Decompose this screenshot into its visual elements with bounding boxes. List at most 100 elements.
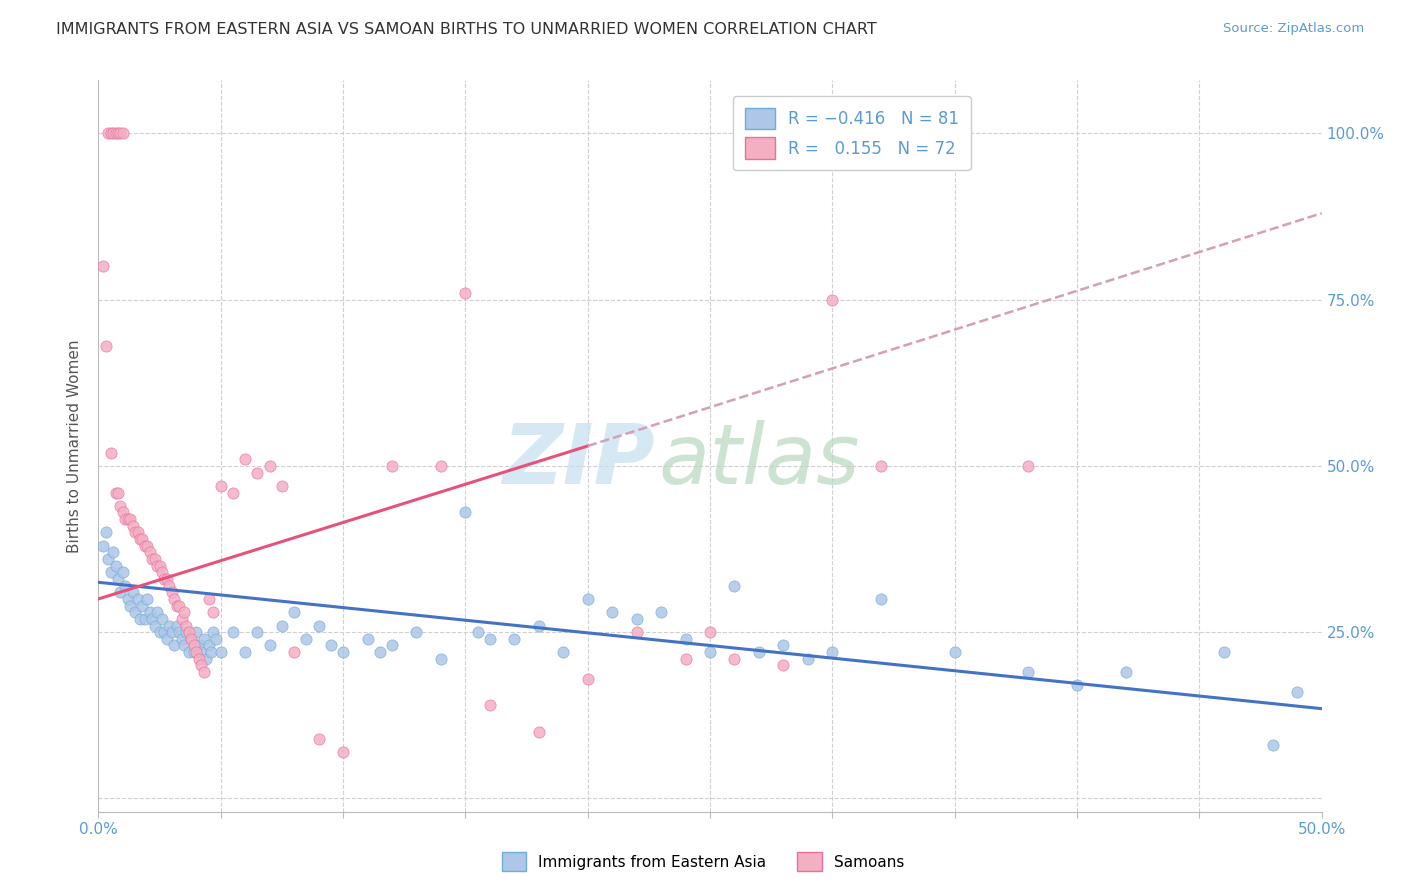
Point (368, 645, 391, 659)
Point (110, 127, 132, 141)
Point (222, 485, 245, 500)
Point (202, 625, 225, 640)
Point (186, 645, 208, 659)
Point (100, 445, 122, 459)
Point (97, 552, 120, 566)
Point (405, 625, 427, 640)
Point (600, 605, 623, 619)
Point (576, 591, 599, 606)
Point (166, 599, 188, 613)
Y-axis label: Births to Unmarried Women: Births to Unmarried Women (67, 339, 83, 553)
Point (356, 632, 378, 646)
Point (187, 639, 209, 653)
Point (139, 545, 162, 559)
Point (136, 591, 159, 606)
Point (180, 632, 202, 646)
Point (197, 591, 219, 606)
Point (114, 579, 136, 593)
Text: Source: ZipAtlas.com: Source: ZipAtlas.com (1223, 22, 1364, 36)
Point (205, 632, 228, 646)
Point (124, 605, 146, 619)
Point (101, 127, 124, 141)
Point (177, 625, 200, 640)
Point (675, 652, 697, 666)
Point (723, 652, 745, 666)
Text: IMMIGRANTS FROM EASTERN ASIA VS SAMOAN BIRTHS TO UNMARRIED WOMEN CORRELATION CHA: IMMIGRANTS FROM EASTERN ASIA VS SAMOAN B… (56, 22, 877, 37)
Point (430, 458, 453, 473)
Point (270, 618, 294, 632)
Point (454, 286, 477, 301)
Point (176, 618, 198, 632)
Point (91, 260, 114, 274)
Point (156, 572, 179, 586)
Point (478, 698, 501, 713)
Point (186, 625, 208, 640)
Point (146, 605, 169, 619)
Point (748, 645, 770, 659)
Point (195, 652, 218, 666)
Point (150, 612, 173, 626)
Point (170, 612, 193, 626)
Point (131, 532, 153, 546)
Point (821, 293, 844, 307)
Point (134, 539, 156, 553)
Point (1286, 685, 1309, 699)
Point (100, 127, 122, 141)
Point (157, 579, 180, 593)
Point (202, 605, 225, 619)
Point (723, 579, 745, 593)
Point (156, 632, 179, 646)
Point (150, 566, 173, 580)
Point (1017, 458, 1039, 473)
Point (107, 127, 129, 141)
Point (176, 625, 198, 640)
Point (454, 506, 477, 520)
Point (127, 591, 149, 606)
Point (1115, 665, 1137, 679)
Point (134, 612, 156, 626)
Point (163, 639, 186, 653)
Point (699, 625, 721, 640)
Point (478, 632, 501, 646)
Point (127, 525, 149, 540)
Text: ZIP: ZIP (502, 420, 655, 501)
Point (149, 558, 172, 573)
Point (170, 632, 193, 646)
Point (146, 558, 169, 573)
Point (91, 539, 114, 553)
Point (124, 525, 146, 540)
Point (467, 625, 489, 640)
Point (1261, 738, 1284, 752)
Point (114, 512, 136, 526)
Point (193, 665, 215, 679)
Point (650, 605, 672, 619)
Point (209, 479, 232, 493)
Point (772, 658, 794, 673)
Point (107, 485, 129, 500)
Point (527, 725, 550, 739)
Point (141, 612, 163, 626)
Point (1017, 665, 1039, 679)
Legend: Immigrants from Eastern Asia, Samoans: Immigrants from Eastern Asia, Samoans (496, 847, 910, 877)
Point (332, 645, 354, 659)
Point (233, 452, 256, 467)
Point (101, 545, 124, 559)
Point (209, 645, 232, 659)
Point (160, 625, 183, 640)
Point (141, 552, 163, 566)
Point (870, 591, 893, 606)
Point (527, 618, 550, 632)
Point (183, 645, 205, 659)
Point (308, 731, 330, 746)
Point (117, 512, 139, 526)
Point (94, 339, 117, 353)
Point (166, 618, 188, 632)
Point (120, 512, 142, 526)
Point (381, 458, 404, 473)
Point (167, 599, 190, 613)
Point (149, 625, 172, 640)
Point (157, 618, 180, 632)
Point (129, 532, 152, 546)
Point (173, 605, 195, 619)
Point (381, 639, 404, 653)
